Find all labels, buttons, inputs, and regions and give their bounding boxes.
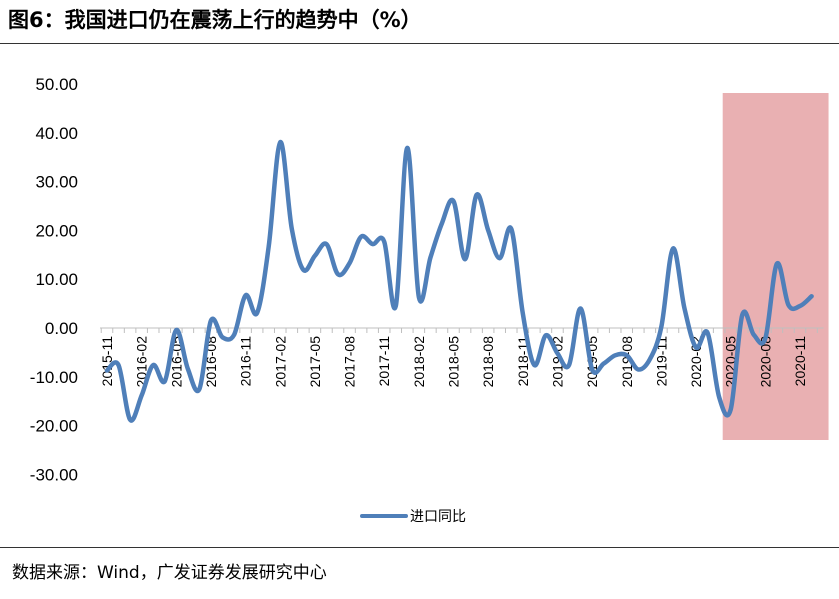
- data-point: [209, 319, 213, 323]
- data-point: [798, 304, 802, 308]
- y-tick-label: 50.00: [35, 75, 78, 94]
- data-point: [128, 418, 132, 422]
- y-tick-label: 10.00: [35, 270, 78, 289]
- data-point: [486, 228, 490, 232]
- data-point: [336, 272, 340, 276]
- data-point: [440, 221, 444, 225]
- data-point: [221, 335, 225, 339]
- data-point: [267, 245, 271, 249]
- data-point: [602, 362, 606, 366]
- x-tick-label: 2018-05: [446, 336, 462, 388]
- data-point: [186, 367, 190, 371]
- data-point: [244, 293, 248, 297]
- x-tick-label: 2017-05: [307, 336, 323, 388]
- x-tick-label: 2020-08: [757, 336, 773, 388]
- x-tick-label: 2019-08: [619, 336, 635, 388]
- data-point: [417, 295, 421, 299]
- legend-label-imports-yoy: 进口同比: [410, 509, 466, 525]
- data-point: [290, 227, 294, 231]
- data-point: [590, 368, 594, 372]
- data-point: [671, 247, 675, 251]
- data-point: [763, 336, 767, 340]
- y-tick-label: 40.00: [35, 124, 78, 143]
- data-point: [648, 357, 652, 361]
- y-tick-label: -30.00: [30, 465, 78, 484]
- data-point: [498, 256, 502, 260]
- axis-layer: [100, 327, 824, 333]
- data-point: [636, 368, 640, 372]
- series-layer: [104, 139, 814, 423]
- data-point: [717, 395, 721, 399]
- x-tick-label: 2016-02: [134, 336, 150, 388]
- x-tick-label: 2018-02: [411, 336, 427, 388]
- data-point: [521, 311, 525, 315]
- legend: 进口同比: [360, 509, 466, 525]
- bottom-rule: [0, 547, 839, 548]
- data-point: [313, 254, 317, 258]
- x-tick-label: 2017-08: [342, 336, 358, 388]
- data-point: [163, 379, 167, 383]
- source-note: 数据来源：Wind，广发证券发展研究中心: [12, 563, 327, 583]
- data-point: [613, 353, 617, 357]
- data-point: [509, 227, 513, 231]
- data-point: [544, 333, 548, 337]
- data-point: [117, 363, 121, 367]
- data-point: [694, 346, 698, 350]
- data-point: [452, 199, 456, 203]
- data-point: [105, 369, 109, 373]
- x-tick-label: 2018-08: [480, 336, 496, 388]
- x-tick-label: 2017-11: [376, 336, 392, 387]
- data-point: [140, 393, 144, 397]
- data-point: [683, 307, 687, 311]
- series-line-imports-yoy: [104, 139, 814, 423]
- data-point: [197, 387, 201, 391]
- y-tick-label: -20.00: [30, 417, 78, 436]
- data-point: [151, 363, 155, 367]
- data-point: [752, 333, 756, 337]
- x-tick-label: 2019-11: [653, 336, 669, 387]
- data-point: [579, 307, 583, 311]
- y-tick-labels: 50.00 40.00 30.00 20.00 10.00 0.00 -10.00 -20.0…: [30, 75, 78, 484]
- x-tick-label: 2016-11: [238, 336, 254, 387]
- data-point: [278, 140, 282, 144]
- data-point: [475, 193, 479, 197]
- y-tick-label: 20.00: [35, 221, 78, 240]
- data-point: [382, 240, 386, 244]
- data-point: [325, 242, 329, 246]
- y-tick-label: -10.00: [30, 368, 78, 387]
- y-tick-label: 0.00: [45, 319, 78, 338]
- line-chart: 50.00 40.00 30.00 20.00 10.00 0.00 -10.00 -20.0…: [30, 75, 829, 525]
- data-point: [255, 311, 259, 315]
- data-point: [729, 408, 733, 412]
- data-point: [775, 262, 779, 266]
- data-point: [706, 331, 710, 335]
- x-tick-label: 2017-02: [272, 336, 288, 388]
- x-tick-label: 2020-11: [792, 336, 808, 387]
- data-point: [405, 146, 409, 150]
- data-point: [394, 304, 398, 308]
- data-point: [371, 242, 375, 246]
- data-point: [301, 268, 305, 272]
- data-point: [348, 261, 352, 265]
- data-point: [567, 363, 571, 367]
- data-point: [625, 353, 629, 357]
- data-point: [740, 313, 744, 317]
- data-point: [532, 363, 536, 367]
- data-point: [174, 328, 178, 332]
- x-tick-label: 2015-11: [99, 336, 115, 387]
- data-point: [787, 303, 791, 307]
- data-point: [232, 333, 236, 337]
- data-point: [463, 257, 467, 261]
- y-tick-label: 30.00: [35, 173, 78, 192]
- figure-title: 图6：我国进口仍在震荡上行的趋势中（%）: [8, 8, 422, 32]
- data-point: [556, 351, 560, 355]
- x-tick-labels: 2015-11 2016-02 2016-05 2016-08 2016-11 2017-…: [99, 336, 808, 388]
- top-rule: [0, 43, 839, 44]
- x-tick-label: 2020-02: [688, 336, 704, 388]
- data-point: [359, 235, 363, 239]
- data-point: [428, 256, 432, 260]
- data-point: [810, 294, 814, 298]
- data-point: [659, 325, 663, 329]
